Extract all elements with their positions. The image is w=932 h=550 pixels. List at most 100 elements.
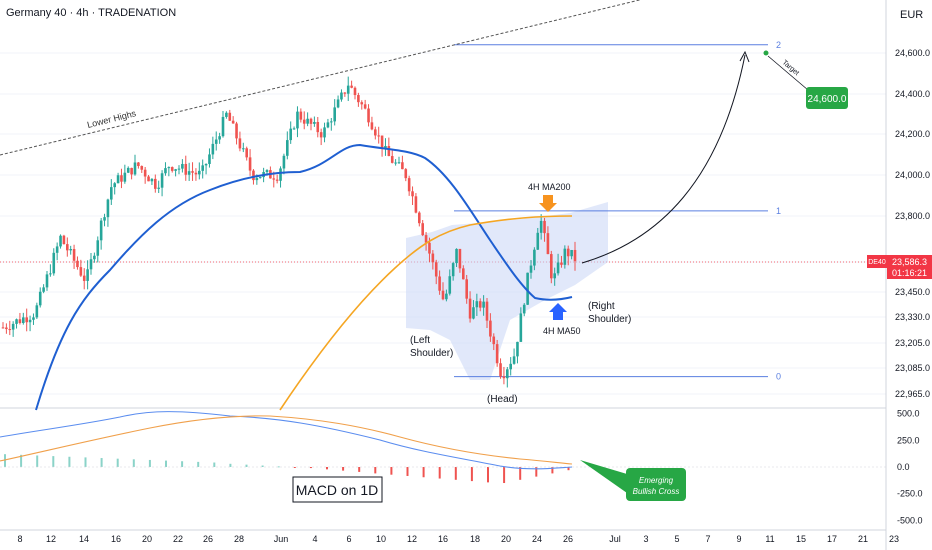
candle-body	[126, 167, 130, 173]
candle-body	[157, 187, 160, 189]
time-tick-label: 16	[111, 534, 121, 544]
candle-body	[45, 274, 49, 288]
candle-body	[225, 112, 228, 117]
candle-body	[42, 287, 45, 292]
fib-level-label: 0	[776, 372, 781, 382]
candle-body	[543, 220, 546, 234]
time-tick-label: 20	[501, 534, 511, 544]
candle-body	[38, 291, 42, 306]
annotation-line-2: Bullish Cross	[633, 487, 680, 496]
candle-body	[292, 128, 296, 130]
macd-hist-bar	[245, 464, 248, 467]
candle-body	[455, 248, 458, 264]
candle-body	[313, 121, 316, 124]
time-tick-label: 12	[407, 534, 417, 544]
right-shoulder-label-2: Shoulder)	[588, 314, 631, 325]
candle-body	[333, 107, 336, 122]
candle-body	[208, 154, 211, 164]
macd-hist-bar	[326, 467, 328, 470]
time-tick-label: 21	[858, 534, 868, 544]
chart-title: Germany 40 · 4h · TRADENATION	[6, 7, 177, 19]
macd-hist-bar	[4, 454, 6, 467]
candle-body	[438, 276, 441, 291]
candle-body	[8, 329, 12, 331]
candle-body	[390, 156, 394, 163]
candle-body	[184, 163, 188, 175]
candle-body	[86, 269, 89, 281]
candle-body	[265, 170, 269, 173]
candle-body	[164, 168, 167, 174]
candle-body	[299, 111, 303, 120]
time-tick-label: 26	[563, 534, 573, 544]
candle-body	[218, 136, 221, 140]
macd-hist-bar	[470, 467, 473, 482]
candle-body	[22, 317, 25, 323]
time-tick-label: 23	[889, 534, 899, 544]
candle-body	[93, 255, 96, 260]
candle-body	[99, 220, 103, 241]
candle-body	[15, 319, 18, 324]
candle-body	[357, 95, 360, 103]
fib-level-label: 2	[776, 40, 781, 50]
candle-body	[418, 212, 421, 224]
candle-body	[69, 249, 72, 251]
macd-hist-bar	[100, 458, 103, 467]
macd-hist-bar	[487, 467, 489, 483]
price-tick-label: 23,205.0	[895, 338, 930, 348]
left-shoulder-label-1: (Left	[410, 335, 430, 346]
candle-body	[228, 112, 232, 121]
candle-body	[451, 263, 455, 277]
time-tick-label: 7	[705, 534, 710, 544]
target-badge	[806, 87, 848, 109]
candle-body	[485, 301, 489, 321]
candle-body	[336, 99, 340, 108]
candle-body	[296, 111, 299, 129]
macd-hist-bar	[116, 458, 119, 467]
grid	[0, 52, 886, 395]
candle-body	[59, 235, 62, 247]
candle-body	[421, 223, 424, 236]
right-shoulder-label-1: (Right	[588, 301, 615, 312]
candle-body	[468, 298, 472, 319]
price-tick-label: 24,400.0	[895, 89, 930, 99]
time-tick-label: 10	[376, 534, 386, 544]
macd-hist-bar	[422, 467, 425, 478]
macd-hist-bar	[148, 459, 151, 467]
candle-body	[248, 157, 252, 171]
candle-body	[512, 356, 516, 364]
candle-body	[113, 183, 116, 188]
price-tick-label: 24,000.0	[895, 170, 930, 180]
candle-body	[384, 146, 387, 149]
candle-body	[49, 273, 52, 275]
candle-body	[353, 87, 357, 96]
candle-body	[140, 166, 144, 170]
price-tick-label: 23,330.0	[895, 312, 930, 322]
candle-body	[103, 217, 106, 221]
candle-body	[472, 307, 475, 319]
candle-body	[5, 327, 8, 330]
candle-body	[550, 254, 553, 279]
candle-body	[221, 116, 225, 137]
trendline-label: Lower Highs	[86, 108, 137, 130]
candle-body	[214, 139, 218, 144]
candle-body	[82, 275, 86, 281]
candle-body	[147, 176, 150, 182]
candle-body	[570, 249, 573, 257]
macd-hist-bar	[454, 467, 457, 480]
candle-body	[174, 169, 177, 171]
candle-body	[272, 178, 276, 180]
candle-body	[563, 248, 567, 265]
macd-signal-line	[0, 415, 573, 465]
time-tick-label: 24	[532, 534, 542, 544]
macd-hist-bar	[374, 467, 377, 474]
candle-body	[143, 169, 147, 177]
macd-hist-bar	[197, 461, 200, 467]
ma50-arrow-icon	[549, 303, 567, 320]
macd-hist-bar	[229, 463, 232, 467]
time-tick-label: Jul	[609, 534, 621, 544]
macd-hist-bar	[535, 467, 538, 477]
time-tick-label: 22	[173, 534, 183, 544]
candle-body	[76, 260, 79, 268]
time-tick-label: Jun	[274, 534, 289, 544]
